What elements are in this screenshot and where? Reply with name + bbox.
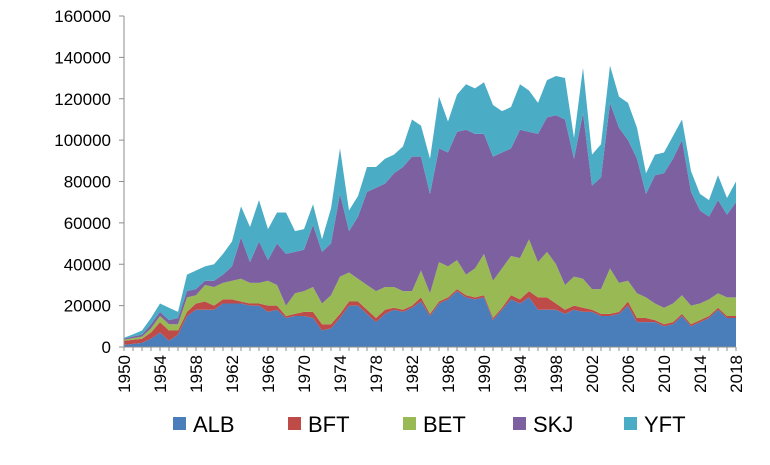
y-axis-ticks: 0 20000 40000 60000 80000 100000 120000 140000 1… — [54, 7, 124, 357]
x-tick-label: 1958 — [187, 355, 206, 393]
x-tick-label: 2006 — [619, 355, 638, 393]
x-tick-label: 1990 — [475, 355, 494, 393]
y-tick-label: 160000 — [54, 7, 111, 26]
legend-label-yft: YFT — [644, 412, 686, 437]
y-tick-label: 120000 — [54, 90, 111, 109]
legend-swatch-bft — [288, 417, 301, 430]
area-alb — [124, 291, 736, 347]
x-tick-label: 1978 — [367, 355, 386, 393]
legend-label-alb: ALB — [193, 412, 235, 437]
y-tick-label: 140000 — [54, 48, 111, 67]
chart-areas — [124, 65, 736, 347]
y-tick-label: 100000 — [54, 131, 111, 150]
x-tick-label: 1982 — [403, 355, 422, 393]
legend-label-bet: BET — [423, 412, 466, 437]
x-tick-label: 2002 — [583, 355, 602, 393]
chart-legend: ALB BFT BET SKJ YFT — [173, 412, 686, 437]
area-bet — [124, 239, 736, 341]
legend-label-bft: BFT — [308, 412, 350, 437]
x-tick-label: 1962 — [223, 355, 242, 393]
x-tick-label: 1994 — [511, 355, 530, 393]
x-tick-label: 1954 — [151, 355, 170, 393]
legend-swatch-yft — [624, 417, 637, 430]
legend-swatch-bet — [403, 417, 416, 430]
legend-swatch-alb — [173, 417, 186, 430]
x-tick-label: 2018 — [727, 355, 746, 393]
x-tick-label: 1998 — [547, 355, 566, 393]
legend-swatch-skj — [513, 417, 526, 430]
x-tick-label: 2010 — [655, 355, 674, 393]
x-tick-label: 1966 — [259, 355, 278, 393]
y-tick-label: 60000 — [64, 214, 111, 233]
area-skj — [124, 102, 736, 340]
x-tick-label: 1974 — [331, 355, 350, 393]
legend-label-skj: SKJ — [533, 412, 573, 437]
x-axis-ticks: 1950 1954 1958 1962 1966 1970 1974 1978 1982 1986… — [115, 347, 746, 393]
y-tick-label: 40000 — [64, 255, 111, 274]
x-tick-label: 1950 — [115, 355, 134, 393]
x-tick-label: 1970 — [295, 355, 314, 393]
x-tick-label: 1986 — [439, 355, 458, 393]
y-tick-label: 20000 — [64, 297, 111, 316]
x-tick-label: 2014 — [691, 355, 710, 393]
y-tick-label: 80000 — [64, 173, 111, 192]
y-tick-label: 0 — [102, 338, 111, 357]
